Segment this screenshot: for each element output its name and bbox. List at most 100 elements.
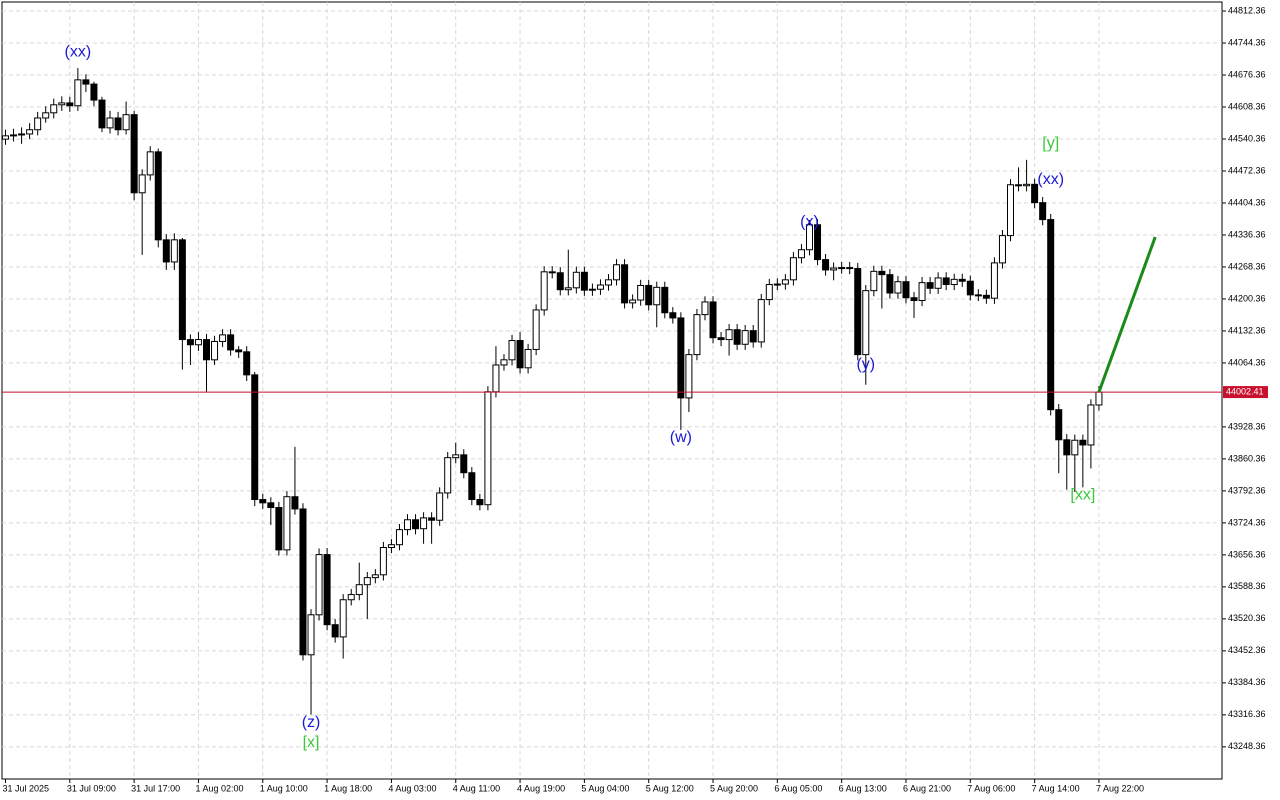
candle-body-bull (170, 239, 178, 263)
candle-body-bull (629, 299, 637, 304)
y-tick-label: 44608.36 (1228, 101, 1266, 111)
candle-body-bull (990, 262, 998, 299)
candle-body-bull (42, 112, 50, 119)
candle-body-bear (645, 284, 653, 306)
candle-body-bear (468, 472, 476, 501)
candle-body-bull (211, 340, 219, 361)
candle-body-bear (203, 339, 210, 361)
wave-label: (x) (800, 213, 819, 230)
plot-frame (1, 1, 1223, 780)
y-tick-label: 44132.36 (1228, 325, 1266, 335)
x-tick-label: 6 Aug 05:00 (774, 783, 822, 793)
candle-body-bear (331, 624, 339, 638)
candle-body-bull (725, 329, 733, 341)
candle-body-bear (154, 151, 162, 241)
candle-body-bull (50, 104, 58, 114)
candle-body-bull (524, 348, 532, 369)
candle-body-bull (741, 330, 749, 345)
y-tick-label: 44200.36 (1228, 293, 1266, 303)
candle-body-bear (548, 271, 556, 274)
candle-body-bull (444, 457, 452, 494)
candle-body-bear (580, 271, 588, 291)
candle-body-bear (1015, 184, 1023, 187)
candle-body-bull (806, 224, 813, 251)
candle-body-bear (227, 334, 235, 351)
y-tick-label: 43792.36 (1228, 485, 1266, 495)
candle-body-bear (966, 280, 974, 296)
wave-label: (w) (670, 429, 692, 446)
candle-body-bear (130, 114, 138, 194)
y-tick-label: 44472.36 (1228, 165, 1266, 175)
candle-body-bear (814, 224, 822, 261)
candle-body-bull (934, 277, 942, 289)
candle-body-bear (1031, 183, 1039, 204)
candle-body-bear (412, 519, 420, 530)
candle-body-bull (862, 290, 870, 356)
candle-body-bear (1063, 439, 1071, 456)
current-price-label: 44002.41 (1226, 386, 1264, 396)
candle-body-bull (701, 301, 709, 316)
candle-body-bull (605, 279, 612, 286)
y-tick-label: 44404.36 (1228, 197, 1266, 207)
y-tick-label: 44744.36 (1228, 37, 1266, 47)
candle-body-bear (267, 502, 275, 509)
y-tick-label: 44268.36 (1228, 261, 1266, 271)
candle-body-bear (428, 517, 436, 521)
x-tick-label: 4 Aug 11:00 (453, 783, 500, 793)
candle-body-bull (653, 286, 661, 306)
candle-body-bull (58, 102, 66, 106)
candle-body-bull (315, 554, 323, 616)
candle-body-bear (846, 267, 854, 270)
candle-body-bull (773, 283, 781, 286)
x-tick-label: 1 Aug 10:00 (260, 783, 308, 793)
candle-body-bear (733, 329, 741, 345)
y-tick-label: 43248.36 (1228, 741, 1266, 751)
x-tick-label: 5 Aug 20:00 (710, 783, 758, 793)
candle-body-bull (1023, 183, 1031, 187)
candle-body-bull (26, 129, 34, 135)
candle-body-bull (500, 359, 508, 366)
candle-body-bull (484, 391, 492, 506)
candle-body-bull (918, 282, 926, 302)
candle-body-bull (765, 284, 773, 301)
candle-body-bull (2, 135, 9, 140)
x-tick-label: 7 Aug 14:00 (1032, 783, 1080, 793)
candle-body-bear (661, 286, 669, 314)
candle-body-bull (781, 279, 789, 285)
candle-body-bear (243, 351, 251, 376)
candle-body-bear (910, 297, 918, 302)
candle-body-bear (460, 454, 468, 474)
candle-body-bull (10, 134, 18, 137)
candle-body-bull (347, 594, 355, 601)
x-tick-label: 5 Aug 04:00 (581, 783, 629, 793)
candle-body-bear (162, 239, 170, 263)
candle-body-bear (677, 317, 685, 399)
candle-body-bull (18, 133, 26, 136)
y-tick-label: 44540.36 (1228, 133, 1266, 143)
candle-body-bull (685, 354, 693, 399)
candle-body-bull (998, 235, 1006, 264)
candle-body-bear (299, 508, 307, 656)
candle-body-bull (436, 492, 444, 521)
candle-body-bull (395, 529, 403, 546)
y-tick-label: 43928.36 (1228, 421, 1266, 431)
candle-body-bull (1007, 184, 1014, 237)
candle-body-bear (178, 239, 186, 341)
candle-body-bear (854, 268, 862, 356)
candle-body-bear (709, 301, 717, 339)
candle-body-bear (878, 270, 886, 276)
candle-body-bull (106, 117, 114, 129)
candle-body-bull (307, 614, 315, 656)
candle-body-bull (379, 547, 387, 576)
candle-body-bull (283, 496, 291, 551)
candle-body-bear (291, 496, 299, 510)
candle-body-bear (974, 294, 982, 297)
candle-body-bear (82, 79, 90, 85)
candle-body-bear (98, 99, 106, 129)
candle-body-bull (1071, 439, 1079, 456)
y-tick-label: 43656.36 (1228, 549, 1266, 559)
candle-body-bear (66, 102, 74, 107)
y-tick-label: 43588.36 (1228, 581, 1266, 591)
